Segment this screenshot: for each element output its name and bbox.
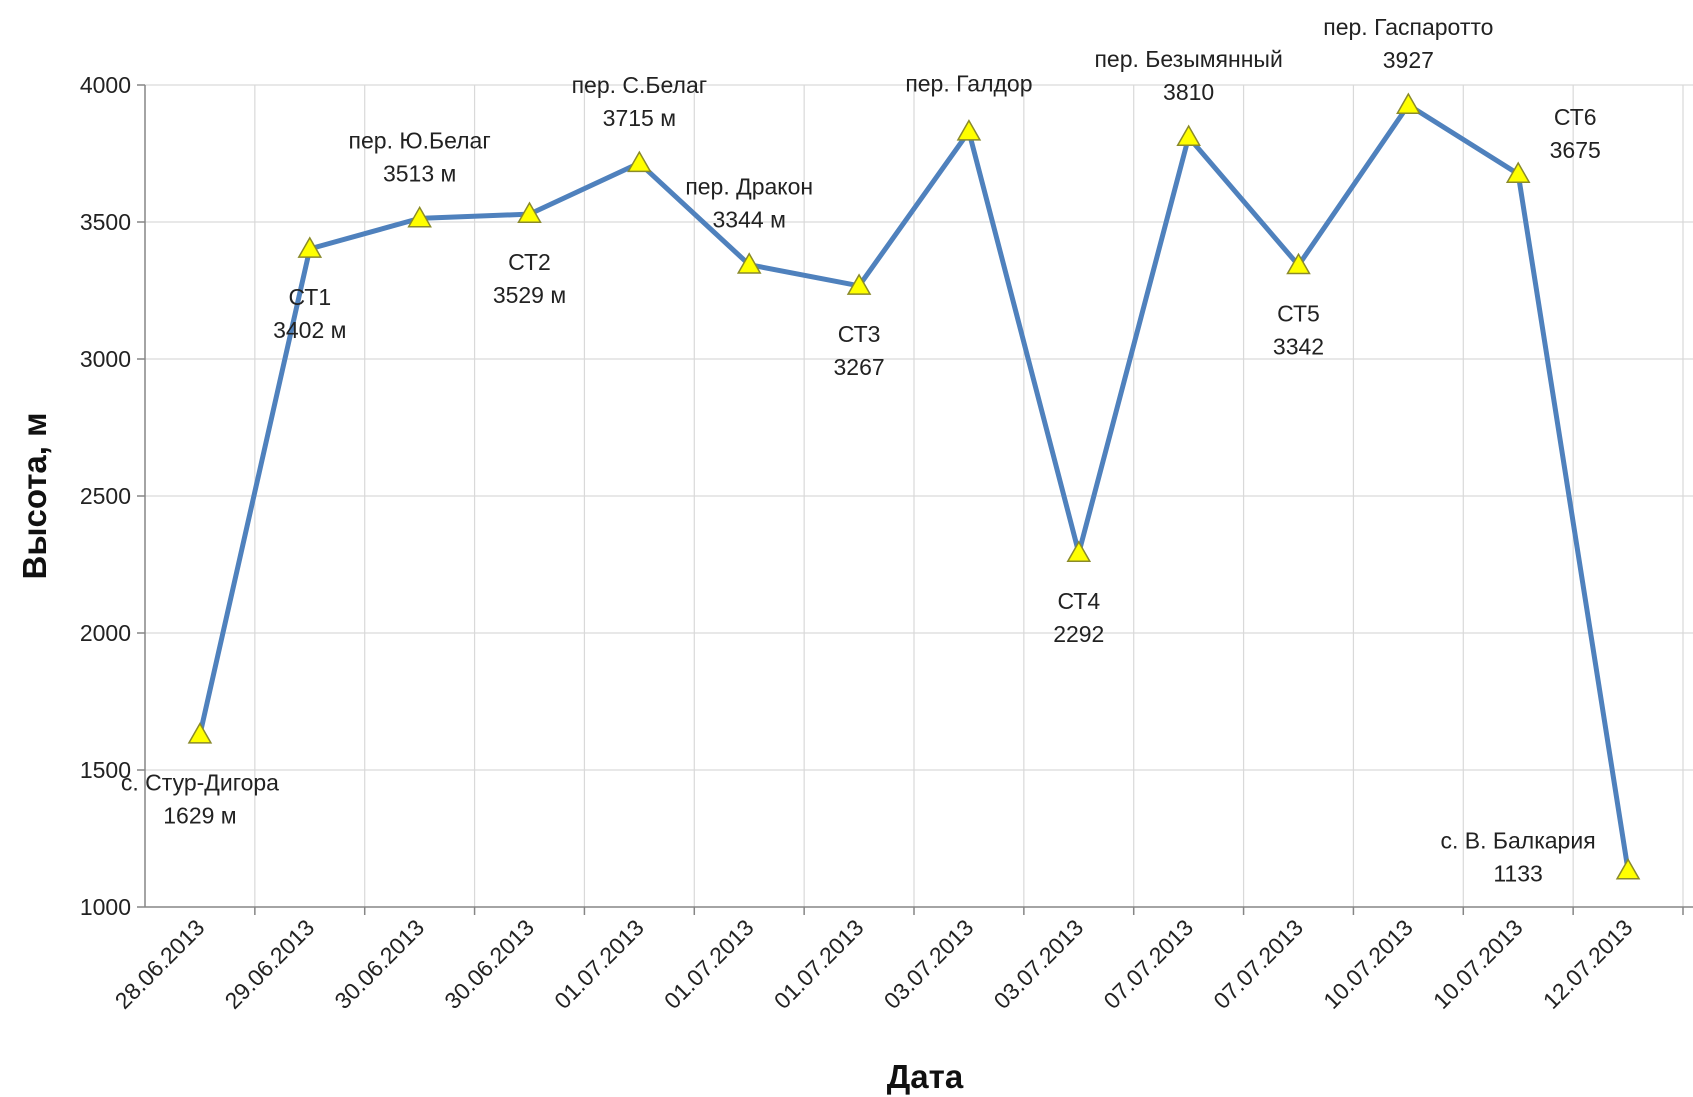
data-point <box>1286 252 1311 275</box>
data-label-name: СТ1 <box>288 284 331 310</box>
data-label-name: пер. С.Белаг <box>572 72 708 98</box>
x-tick-label: 10.07.2013 <box>1428 914 1528 1014</box>
data-point <box>1176 124 1201 147</box>
x-tick-label: 01.07.2013 <box>659 914 759 1014</box>
data-label-name: СТ4 <box>1057 588 1100 614</box>
data-label-name: СТ2 <box>508 249 551 275</box>
data-label-name: пер. Гаспаротто <box>1323 14 1493 40</box>
y-tick-label: 3000 <box>80 346 131 372</box>
data-label-value: 3513 м <box>383 160 456 186</box>
data-label-value: 3675 <box>1550 137 1601 163</box>
data-point <box>956 119 982 141</box>
x-tick-label: 12.07.2013 <box>1538 914 1638 1014</box>
x-tick-label: 29.06.2013 <box>220 914 320 1014</box>
data-label-name: с. Стур-Дигора <box>121 770 279 796</box>
x-tick-label: 01.07.2013 <box>549 914 649 1014</box>
y-tick-label: 4000 <box>80 72 131 98</box>
data-label-value: 3267 <box>833 354 884 380</box>
x-tick-label: 03.07.2013 <box>879 914 979 1014</box>
data-point <box>407 205 432 228</box>
series-elevation <box>197 102 1631 871</box>
x-tick-label: 28.06.2013 <box>110 914 210 1014</box>
data-label-name: пер. Галдор <box>905 71 1032 97</box>
data-point <box>1066 540 1092 562</box>
data-point <box>1615 858 1641 880</box>
x-tick-label: 07.07.2013 <box>1208 914 1308 1014</box>
x-tick-label: 30.06.2013 <box>329 914 429 1014</box>
data-label-value: 1133 <box>1493 861 1542 887</box>
data-label-value: 3342 <box>1273 333 1324 359</box>
data-label-name: СТ6 <box>1554 104 1597 130</box>
data-point <box>627 150 652 173</box>
series-line <box>197 102 1631 871</box>
data-label-value: 1629 м <box>163 803 236 829</box>
x-tick-label: 30.06.2013 <box>439 914 539 1014</box>
data-label-name: пер. Безымянный <box>1094 46 1282 72</box>
y-tick-label: 1000 <box>80 894 131 920</box>
y-axis-title: Высота, м <box>16 413 53 580</box>
gridlines <box>145 84 1693 915</box>
x-axis-title: Дата <box>887 1058 964 1095</box>
data-label-value: 2292 <box>1053 621 1104 647</box>
data-label-name: пер. Ю.Белаг <box>349 127 491 153</box>
x-tick-label: 07.07.2013 <box>1098 914 1198 1014</box>
data-point <box>736 252 762 274</box>
data-label-value: 3344 м <box>713 207 786 233</box>
data-point <box>1396 92 1421 115</box>
data-label-value: 3402 м <box>273 317 346 343</box>
data-point <box>187 722 213 744</box>
y-tick-label: 1500 <box>80 757 131 783</box>
data-label-name: СТ3 <box>838 321 881 347</box>
data-point <box>846 273 872 295</box>
x-tick-labels: 28.06.2013 29.06.2013 30.06.2013 30.06.2013… <box>110 914 1638 1014</box>
data-label-value: 3927 <box>1383 47 1434 73</box>
data-label-value: 3715 м <box>603 105 676 131</box>
data-label-name: СТ5 <box>1277 300 1320 326</box>
x-tick-label: 01.07.2013 <box>769 914 869 1014</box>
y-tick-label: 2500 <box>80 483 131 509</box>
y-tick-labels: 1000 1500 2000 2500 3000 3500 4000 <box>80 72 145 920</box>
data-point <box>297 236 323 258</box>
data-label-value: 3529 м <box>493 282 566 308</box>
x-tick-label: 03.07.2013 <box>989 914 1089 1014</box>
y-tick-label: 2000 <box>80 620 131 646</box>
data-markers <box>187 92 1641 880</box>
data-label-name: с. В. Балкария <box>1440 828 1595 854</box>
data-point <box>517 201 542 224</box>
data-point <box>1505 161 1531 184</box>
data-label-value: 3810 <box>1163 79 1214 105</box>
y-tick-label: 3500 <box>80 209 131 235</box>
x-tick-label: 10.07.2013 <box>1318 914 1418 1014</box>
data-labels: с. Стур-Дигора 1629 м СТ1 3402 м пер. Ю.Бела… <box>121 14 1601 887</box>
data-label-name: пер. Дракон <box>685 174 813 200</box>
